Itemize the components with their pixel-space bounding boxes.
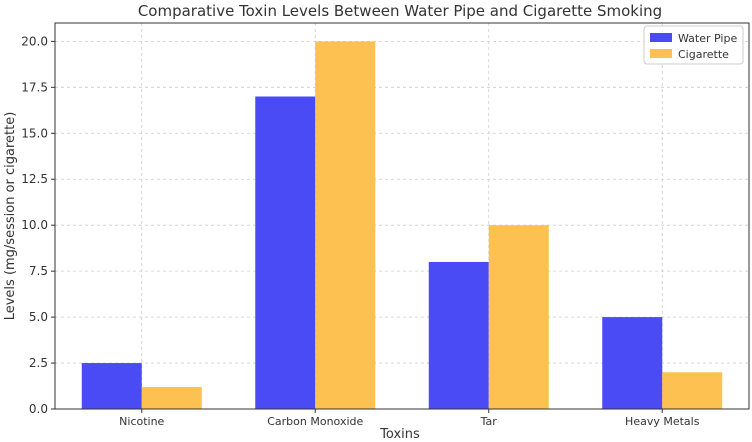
legend: Water Pipe Cigarette	[643, 25, 744, 65]
y-tick-label: 7.5	[29, 264, 48, 278]
x-tick-label: Carbon Monoxide	[267, 415, 363, 428]
legend-label: Cigarette	[678, 48, 729, 61]
chart-title: Comparative Toxin Levels Between Water P…	[138, 2, 662, 20]
y-tick-label: 2.5	[29, 356, 48, 370]
bar-water-pipe-nicotine	[81, 363, 142, 409]
bar-cigarette-tar	[488, 225, 549, 409]
y-tick-label: 20.0	[21, 34, 48, 48]
bar-water-pipe-tar	[428, 261, 489, 409]
legend-swatch	[650, 33, 672, 42]
x-tick-label: Tar	[480, 415, 498, 428]
bar-water-pipe-carbon-monoxide	[255, 96, 316, 410]
bar-water-pipe-heavy-metals	[602, 317, 663, 409]
bars	[81, 41, 723, 410]
y-axis-ticks: 0.0 2.5 5.0 7.5 10.0 12.5 15.0 17.5 20.0	[21, 34, 55, 416]
y-tick-label: 12.5	[21, 172, 48, 186]
bar-cigarette-carbon-monoxide	[315, 41, 376, 409]
y-tick-label: 5.0	[29, 310, 48, 324]
legend-label: Water Pipe	[678, 32, 737, 45]
plot-area-frame	[54, 22, 750, 410]
x-tick-label: Nicotine	[119, 415, 164, 428]
y-tick-label: 0.0	[29, 402, 48, 416]
x-axis-label: Toxins	[379, 427, 420, 442]
x-axis-ticks: Nicotine Carbon Monoxide Tar Heavy Metals	[119, 409, 700, 428]
y-tick-label: 17.5	[21, 80, 48, 94]
bar-cigarette-nicotine	[141, 386, 202, 409]
bar-cigarette-heavy-metals	[662, 372, 723, 409]
y-tick-label: 10.0	[21, 218, 48, 232]
y-tick-label: 15.0	[21, 126, 48, 140]
legend-swatch	[650, 49, 672, 58]
x-tick-label: Heavy Metals	[625, 415, 700, 428]
y-axis-label: Levels (mg/session or cigarette)	[3, 112, 18, 321]
